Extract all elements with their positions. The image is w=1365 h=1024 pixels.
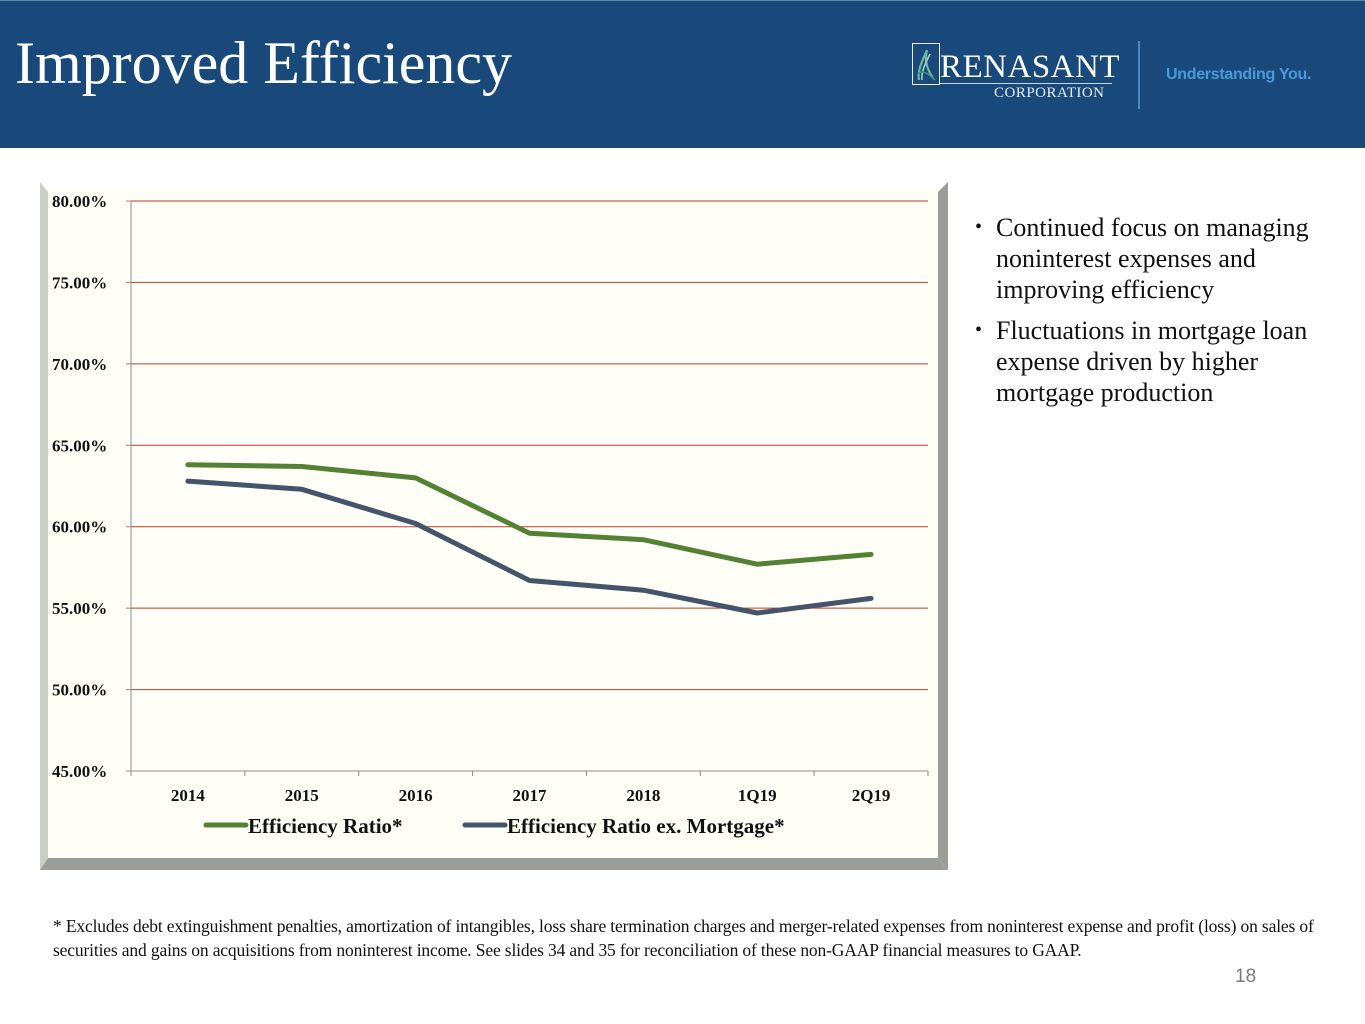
y-tick-label: 60.00% bbox=[52, 518, 107, 537]
logo-subtitle: CORPORATION bbox=[994, 85, 1105, 101]
bullet-text: Continued focus on managing noninterest … bbox=[996, 213, 1309, 304]
bullet-icon: • bbox=[975, 216, 983, 238]
x-tick-label: 1Q19 bbox=[738, 786, 777, 805]
logo-divider bbox=[1138, 41, 1140, 109]
page-number: 18 bbox=[1235, 966, 1257, 987]
y-tick-label: 55.00% bbox=[52, 599, 107, 618]
bullet-item: • Fluctuations in mortgage loan expense … bbox=[975, 315, 1355, 408]
footnote: * Excludes debt extinguishment penalties… bbox=[53, 916, 1314, 960]
y-tick-label: 70.00% bbox=[52, 355, 107, 374]
x-tick-label: 2016 bbox=[399, 786, 433, 805]
efficiency-chart: 45.00% 50.00% 55.00% 60.00% 65.00% 70.00% 75.0… bbox=[40, 182, 950, 870]
chart-frame-left-bevel bbox=[40, 182, 48, 870]
x-tick-label: 2017 bbox=[513, 786, 548, 805]
bullet-text: Fluctuations in mortgage loan expense dr… bbox=[996, 316, 1308, 407]
x-tick-label: 2015 bbox=[285, 786, 319, 805]
slide-title: Improved Efficiency bbox=[15, 30, 513, 96]
y-tick-label: 50.00% bbox=[52, 681, 107, 700]
chart-area bbox=[48, 190, 938, 858]
x-tick-label: 2014 bbox=[171, 786, 206, 805]
y-tick-label: 65.00% bbox=[52, 436, 107, 455]
chart-frame-bottom-bevel bbox=[40, 858, 948, 870]
legend-label: Efficiency Ratio ex. Mortgage* bbox=[507, 814, 785, 838]
y-tick-label: 75.00% bbox=[52, 273, 107, 292]
bullet-item: • Continued focus on managing noninteres… bbox=[975, 212, 1355, 305]
bullet-list: • Continued focus on managing noninteres… bbox=[975, 212, 1355, 418]
y-tick-label: 45.00% bbox=[52, 762, 107, 781]
tagline: Understanding You. bbox=[1166, 66, 1312, 83]
x-tick-label: 2018 bbox=[626, 786, 660, 805]
company-logo: RENASANT CORPORATION Understanding You. bbox=[910, 41, 1320, 111]
renasant-leaf-icon bbox=[912, 43, 940, 85]
logo-rule bbox=[940, 83, 1112, 84]
logo-name: RENASANT bbox=[940, 49, 1121, 85]
chart-frame-right-bevel bbox=[938, 182, 948, 870]
chart-svg: 45.00% 50.00% 55.00% 60.00% 65.00% 70.00% 75.0… bbox=[40, 182, 948, 870]
title-banner: Improved Efficiency RENASANT CORPORATION… bbox=[0, 0, 1365, 148]
bullet-icon: • bbox=[975, 319, 983, 341]
y-tick-label: 80.00% bbox=[52, 192, 107, 211]
x-tick-label: 2Q19 bbox=[852, 786, 891, 805]
legend-label: Efficiency Ratio* bbox=[248, 814, 403, 838]
